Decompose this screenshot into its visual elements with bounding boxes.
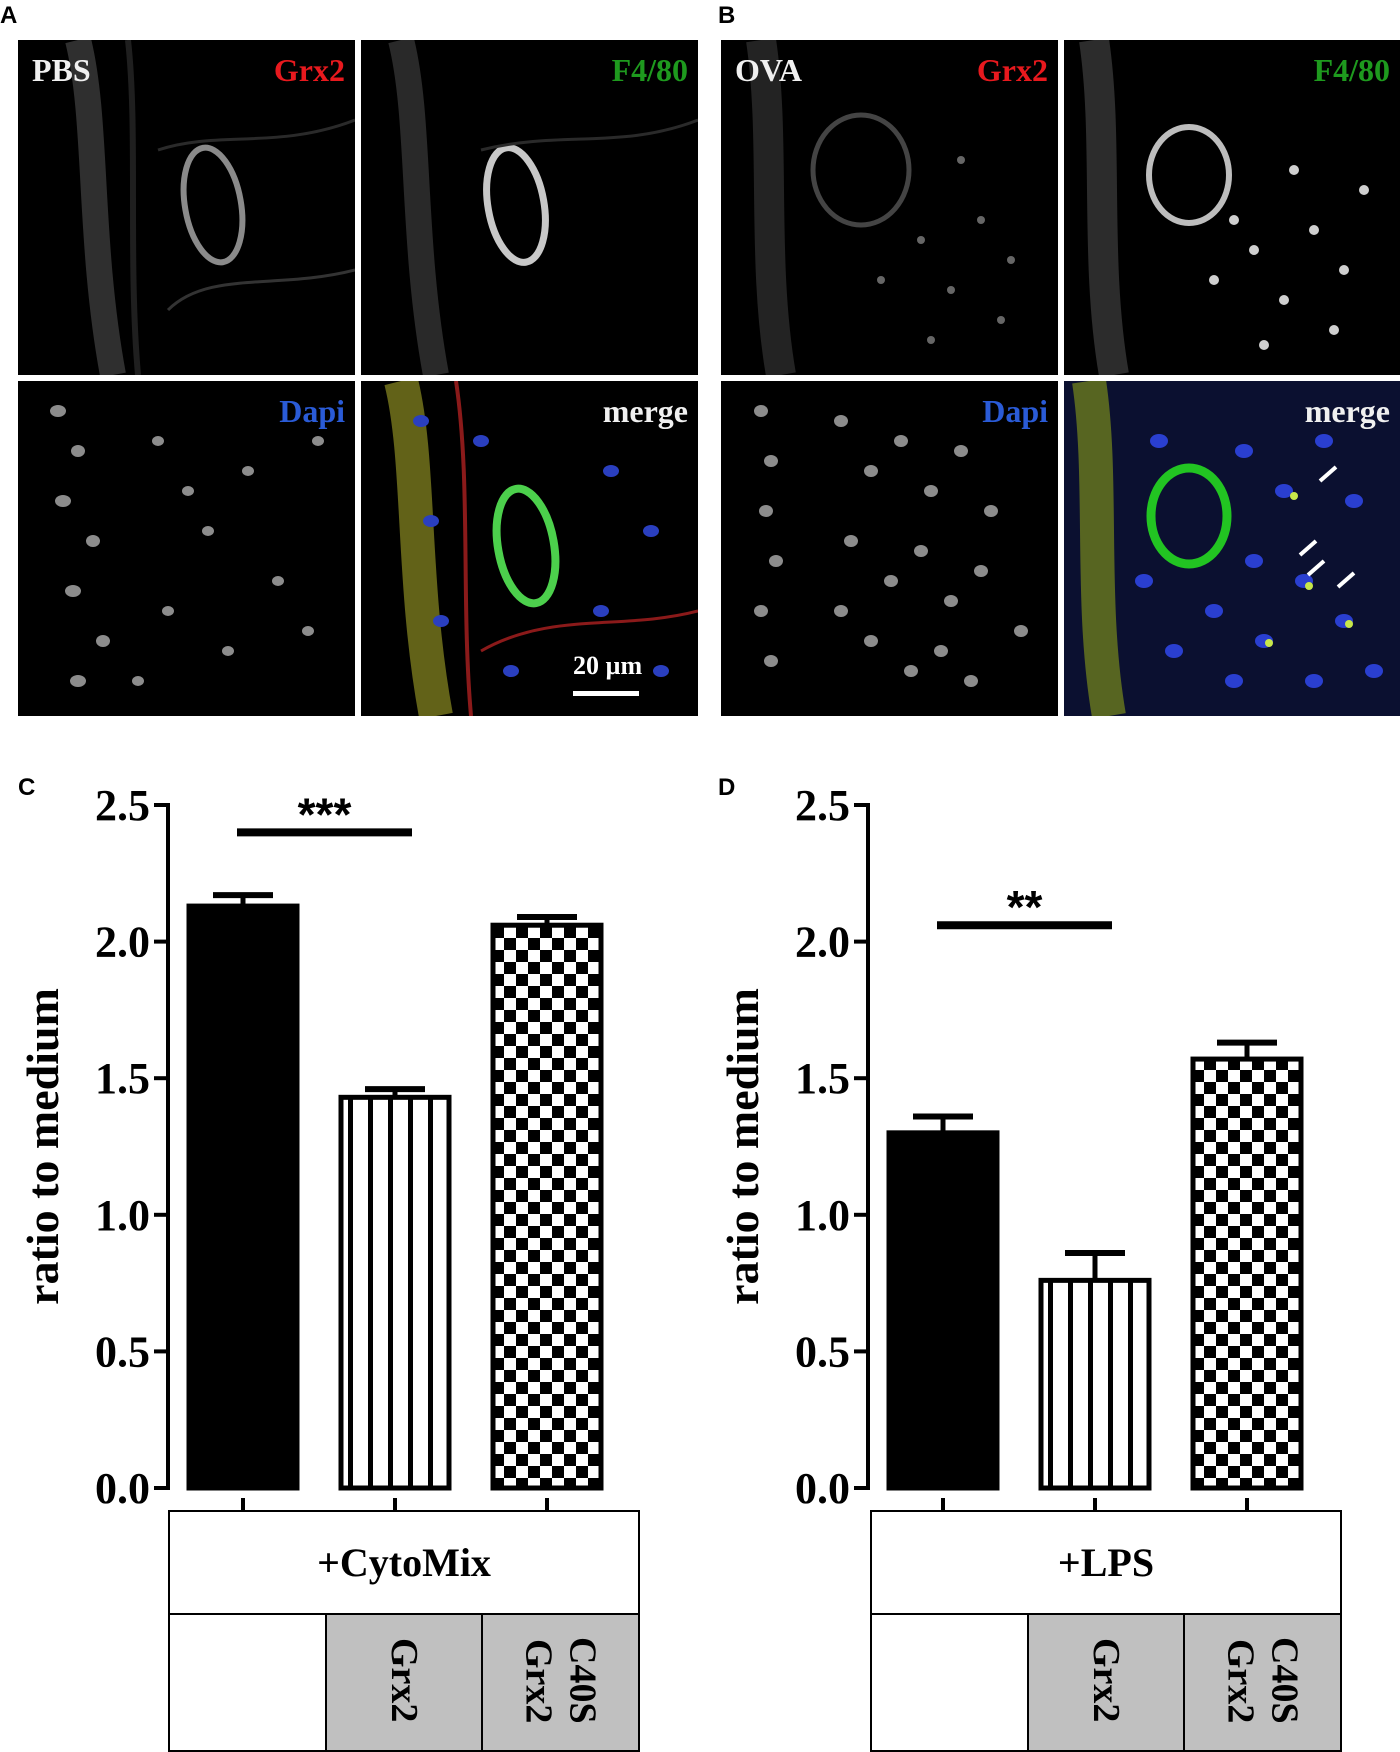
condition-label-d-grx2: Grx2 [1084,1637,1127,1723]
y-tick-label: 0.0 [795,1464,850,1510]
y-tick-label: 0.5 [795,1327,850,1376]
arrow-4 [1336,571,1356,589]
label-dapi-a: Dapi [279,393,345,429]
chart-c: 0.0 0.5 1.0 1.5 2.0 2.5 ratio to medium *** [17,781,604,1510]
condition-label-d-grx2-c40s-line2: C40S [1263,1636,1306,1724]
y-tick-label: 1.5 [95,1054,150,1103]
micrograph-a-merge: merge 20 µm [361,381,698,716]
condition-cell-c-3: Grx2C40S [481,1613,640,1752]
significance-label: ** [1007,881,1043,933]
bar [1190,1056,1304,1491]
condition-cell-d-3: Grx2C40S [1183,1613,1342,1752]
nuclei-b-dapi [754,405,1028,687]
y-tick-label: 2.5 [95,781,150,830]
label-grx2-a: Grx2 [273,52,345,88]
chart-d: 0.0 0.5 1.0 1.5 2.0 2.5 ratio to medium ** [717,781,1304,1510]
condition-cell-c-2: Grx2 [324,1613,484,1752]
label-grx2-b: Grx2 [976,52,1048,88]
panel-letter-c: C [18,774,36,801]
micrograph-b-dapi: Dapi [721,381,1058,716]
nuclei-a-dapi [50,405,324,687]
label-merge-b: merge [1304,393,1390,429]
micrograph-a-grx2: PBS Grx2 [18,40,355,375]
panel-letter-b: B [718,2,736,29]
treatment-label-d: +LPS [870,1510,1342,1615]
y-tick-label: 1.0 [95,1191,150,1240]
micrograph-b-f480: F4/80 [1064,40,1400,375]
micrograph-a-f480: F4/80 [361,40,698,375]
condition-label-c-grx2: Grx2 [382,1637,425,1723]
condition-cell-c-1 [168,1613,327,1752]
condition-cell-d-1 [870,1613,1029,1752]
treatment-table-d: +LPS Grx2 Grx2C40S [870,1510,1342,1752]
condition-cell-d-2: Grx2 [1026,1613,1186,1752]
y-axis-label: ratio to medium [17,988,68,1305]
label-f480-b: F4/80 [1313,52,1390,88]
y-tick-label: 2.0 [95,918,150,967]
treatment-label-c: +CytoMix [168,1510,640,1615]
condition-label-c-grx2-c40s-line1: Grx2 [517,1638,560,1724]
label-dapi-b: Dapi [982,393,1048,429]
y-tick-label: 2.5 [795,781,850,830]
panel-letter-a: A [0,2,18,29]
bar [886,1130,1000,1491]
label-f480-a: F4/80 [611,52,688,88]
tissue-a-merge [384,381,698,716]
bar [1038,1277,1152,1491]
condition-label-d-grx2-c40s-line1: Grx2 [1219,1638,1262,1724]
bar [338,1094,452,1491]
tissue-b-grx2 [746,40,1015,375]
panel-letter-d: D [718,774,736,801]
label-ova: OVA [735,52,802,88]
scale-bar [573,691,639,696]
tissue-b-merge [1064,381,1400,716]
condition-label-c-grx2-c40s-line2: C40S [561,1636,604,1724]
micrograph-b-merge: merge [1064,381,1400,716]
y-tick-label: 0.0 [95,1464,150,1510]
scale-bar-label: 20 µm [573,651,643,680]
y-tick-label: 1.5 [795,1054,850,1103]
bar [490,922,604,1491]
tissue-b-f480 [1079,40,1369,375]
bar [186,903,300,1491]
arrow-3 [1306,559,1326,577]
tissue-a-f480 [388,40,698,375]
micrograph-a-dapi: Dapi [18,381,355,716]
tissue-a-grx2 [65,40,355,375]
label-pbs: PBS [32,52,91,88]
treatment-table-c: +CytoMix Grx2 Grx2C40S [168,1510,640,1752]
micrograph-b-grx2: OVA Grx2 [721,40,1058,375]
y-axis-label: ratio to medium [717,988,768,1305]
y-tick-label: 0.5 [95,1327,150,1376]
arrow-1 [1318,465,1338,483]
y-tick-label: 2.0 [795,918,850,967]
significance-label: *** [298,788,352,840]
arrow-2 [1298,539,1318,557]
y-tick-label: 1.0 [795,1191,850,1240]
label-merge-a: merge [602,393,688,429]
